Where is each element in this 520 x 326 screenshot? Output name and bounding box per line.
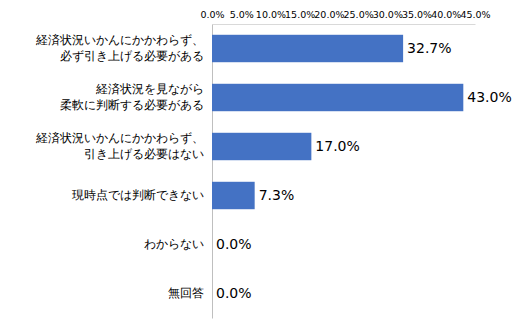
- bar: [212, 84, 463, 111]
- bars: [212, 35, 463, 209]
- x-axis: 0.0% 5.0%10.0%15.0%20.0%25.0%30.0%35.0%40…: [200, 9, 490, 25]
- y-tick-label-line: 柔軟に判断する必要がある: [60, 98, 204, 112]
- x-tick-label: 25.0%: [344, 9, 374, 20]
- y-tick: わからない: [144, 237, 212, 251]
- x-tick: 5.0%: [230, 9, 254, 24]
- y-tick-label-line: 経済状況を見ながら: [95, 82, 204, 96]
- data-label: 7.3%: [259, 187, 295, 203]
- y-tick-label: 現時点では判断できない: [72, 188, 204, 202]
- y-tick-label: 無回答: [168, 286, 204, 300]
- x-tick-label: 0.0%: [200, 9, 224, 20]
- data-label: 0.0%: [216, 285, 252, 301]
- bar: [212, 280, 213, 307]
- axis-line: [212, 25, 213, 319]
- y-tick-label: 経済状況いかんにかかわらず、引き上げる必要はない: [35, 131, 204, 161]
- y-tick: 現時点では判断できない: [72, 188, 212, 202]
- x-tick: 0.0%: [200, 9, 224, 24]
- plot: 0.0% 5.0%10.0%15.0%20.0%25.0%30.0%35.0%40…: [35, 9, 512, 319]
- y-tick-label: 経済状況を見ながら柔軟に判断する必要がある: [60, 82, 204, 112]
- x-tick: 15.0%: [285, 9, 315, 24]
- x-tick: 45.0%: [460, 9, 490, 24]
- y-tick: 経済状況いかんにかかわらず、必ず引き上げる必要がある: [35, 33, 212, 63]
- axis-line: [213, 24, 476, 25]
- x-tick: 35.0%: [402, 9, 432, 24]
- x-tick-label: 15.0%: [285, 9, 315, 20]
- y-tick-label-line: 現時点では判断できない: [72, 188, 204, 202]
- y-tick: 経済状況いかんにかかわらず、引き上げる必要はない: [35, 131, 212, 161]
- bar: [212, 133, 311, 160]
- x-tick: 40.0%: [431, 9, 461, 24]
- y-tick-label: 経済状況いかんにかかわらず、必ず引き上げる必要がある: [35, 33, 204, 63]
- y-axis: 経済状況いかんにかかわらず、必ず引き上げる必要がある経済状況を見ながら柔軟に判断…: [35, 25, 213, 319]
- x-tick-label: 40.0%: [431, 9, 461, 20]
- y-tick-label-line: 経済状況いかんにかかわらず、: [35, 131, 204, 145]
- x-tick-label: 5.0%: [230, 9, 254, 20]
- y-tick-label-line: 経済状況いかんにかかわらず、: [35, 33, 204, 47]
- chart: 0.0% 5.0%10.0%15.0%20.0%25.0%30.0%35.0%40…: [0, 0, 520, 326]
- y-tick: 経済状況を見ながら柔軟に判断する必要がある: [60, 82, 212, 112]
- x-tick: 10.0%: [256, 9, 286, 24]
- bar: [212, 182, 255, 209]
- x-tick-label: 30.0%: [373, 9, 403, 20]
- x-tick: 30.0%: [373, 9, 403, 24]
- data-label: 32.7%: [407, 40, 451, 56]
- x-tick-label: 35.0%: [402, 9, 432, 20]
- x-tick-label: 20.0%: [314, 9, 344, 20]
- y-tick-label-line: 引き上げる必要はない: [84, 147, 204, 161]
- bar: [212, 231, 213, 258]
- y-tick: 無回答: [168, 286, 212, 300]
- data-labels: 32.7% 43.0% 17.0% 7.3% 0.0% 0.0%: [216, 40, 512, 301]
- bar: [212, 35, 403, 62]
- x-tick-label: 45.0%: [460, 9, 490, 20]
- y-tick-label-line: わからない: [144, 237, 204, 251]
- x-tick: 20.0%: [314, 9, 344, 24]
- y-tick-label-line: 無回答: [168, 286, 204, 300]
- data-label: 0.0%: [216, 236, 252, 252]
- x-tick: 25.0%: [344, 9, 374, 24]
- y-tick-label: わからない: [144, 237, 204, 251]
- data-label: 17.0%: [315, 138, 359, 154]
- data-label: 43.0%: [467, 89, 511, 105]
- y-tick-label-line: 必ず引き上げる必要がある: [60, 49, 204, 63]
- x-tick-label: 10.0%: [256, 9, 286, 20]
